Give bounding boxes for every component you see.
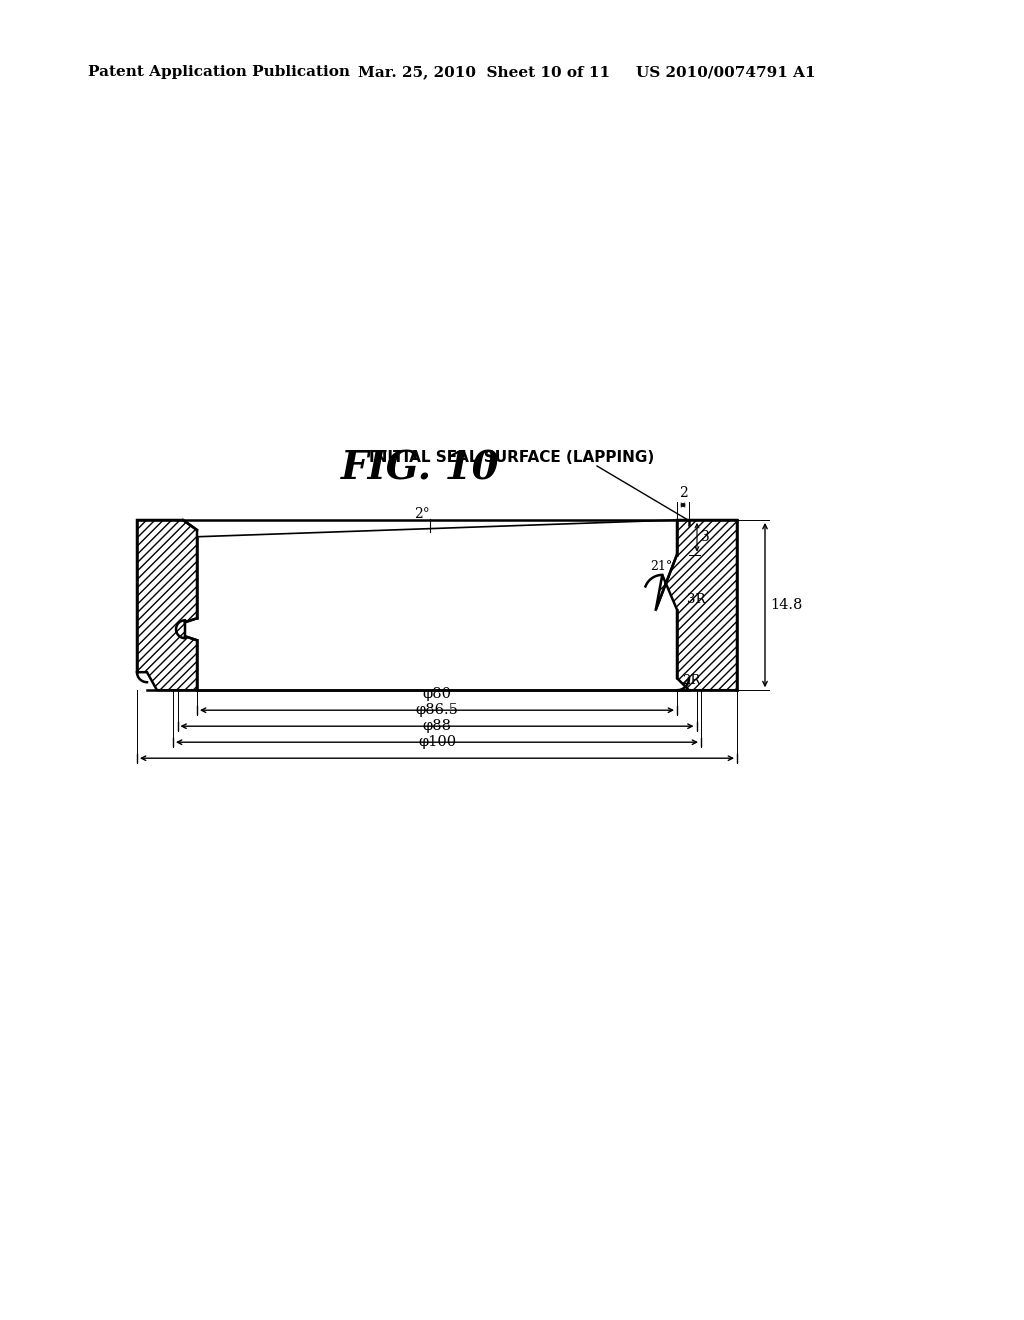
Text: 2: 2 — [679, 486, 687, 500]
Text: US 2010/0074791 A1: US 2010/0074791 A1 — [636, 65, 816, 79]
Text: φ100: φ100 — [418, 735, 456, 750]
Text: φ88: φ88 — [423, 719, 452, 733]
Polygon shape — [137, 520, 197, 690]
Text: 3R: 3R — [687, 593, 706, 606]
Text: 3: 3 — [701, 531, 710, 544]
Text: 2R: 2R — [682, 673, 700, 686]
Text: 21°: 21° — [650, 560, 672, 573]
Text: INITIAL SEAL SURFACE (LAPPING): INITIAL SEAL SURFACE (LAPPING) — [370, 450, 654, 466]
Text: Mar. 25, 2010  Sheet 10 of 11: Mar. 25, 2010 Sheet 10 of 11 — [358, 65, 610, 79]
Text: 2°: 2° — [414, 507, 430, 521]
Text: φ80: φ80 — [423, 688, 452, 701]
Polygon shape — [655, 520, 737, 690]
Text: FIG. 10: FIG. 10 — [341, 449, 500, 487]
Text: 14.8: 14.8 — [770, 598, 803, 612]
Text: φ86.5: φ86.5 — [416, 704, 459, 717]
Text: Patent Application Publication: Patent Application Publication — [88, 65, 350, 79]
